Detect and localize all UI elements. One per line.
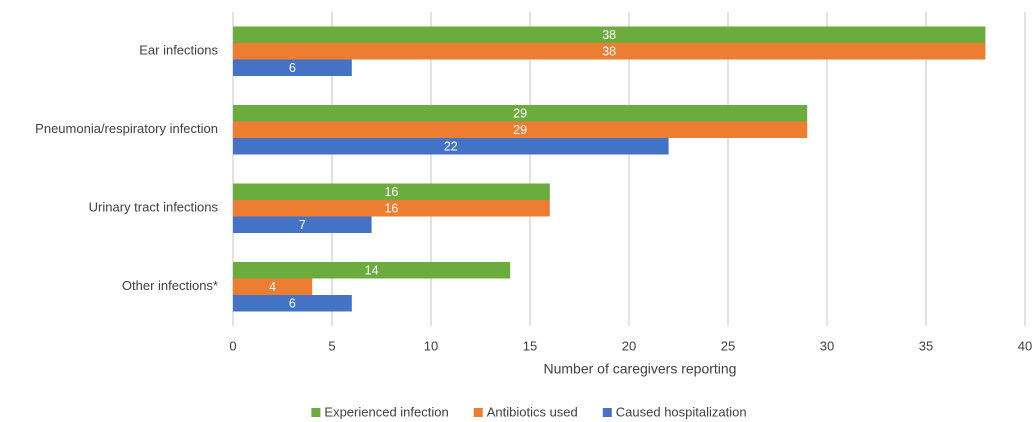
- data-label: 7: [299, 218, 306, 232]
- x-tick-label: 0: [229, 338, 236, 353]
- data-label: 16: [384, 202, 398, 216]
- bar: [233, 183, 550, 200]
- legend-swatch: [602, 408, 612, 417]
- y-tick-label: Other infections*: [122, 278, 218, 293]
- data-label: 29: [513, 107, 527, 121]
- bar: [233, 105, 808, 122]
- x-tick-label: 5: [328, 338, 335, 353]
- x-tick-label: 15: [523, 338, 537, 353]
- x-tick-label: 30: [820, 338, 834, 353]
- x-tick-label: 25: [721, 338, 735, 353]
- y-tick-label: Ear infections: [139, 43, 218, 58]
- data-label: 6: [289, 61, 296, 75]
- data-label: 16: [384, 185, 398, 199]
- x-tick-label: 20: [622, 338, 636, 353]
- bar: [233, 216, 372, 233]
- bar: [233, 295, 352, 312]
- data-label: 38: [602, 28, 616, 42]
- legend-label: Experienced infection: [324, 404, 448, 419]
- legend-label: Antibiotics used: [487, 404, 578, 419]
- bar: [233, 121, 808, 138]
- bar: [233, 138, 669, 155]
- x-axis-label: Number of caregivers reporting: [544, 361, 737, 377]
- legend-swatch: [311, 408, 321, 417]
- data-label: 14: [365, 264, 379, 278]
- data-label: 6: [289, 297, 296, 311]
- x-tick-label: 40: [1018, 338, 1032, 353]
- y-tick-label: Urinary tract infections: [89, 200, 219, 215]
- bar: [233, 43, 986, 60]
- legend-label: Caused hospitalization: [616, 404, 747, 419]
- bar: [233, 59, 352, 76]
- x-tick-label: 35: [919, 338, 933, 353]
- x-tick-label: 10: [424, 338, 438, 353]
- y-tick-label: Pneumonia/respiratory infection: [35, 121, 218, 136]
- bar: [233, 26, 986, 43]
- legend-swatch: [473, 408, 483, 417]
- data-label: 38: [602, 45, 616, 59]
- data-label: 22: [444, 140, 458, 154]
- bar: [233, 278, 313, 295]
- data-label: 29: [513, 123, 527, 137]
- bar: [233, 262, 511, 279]
- bar: [233, 200, 550, 217]
- data-label: 4: [269, 280, 276, 294]
